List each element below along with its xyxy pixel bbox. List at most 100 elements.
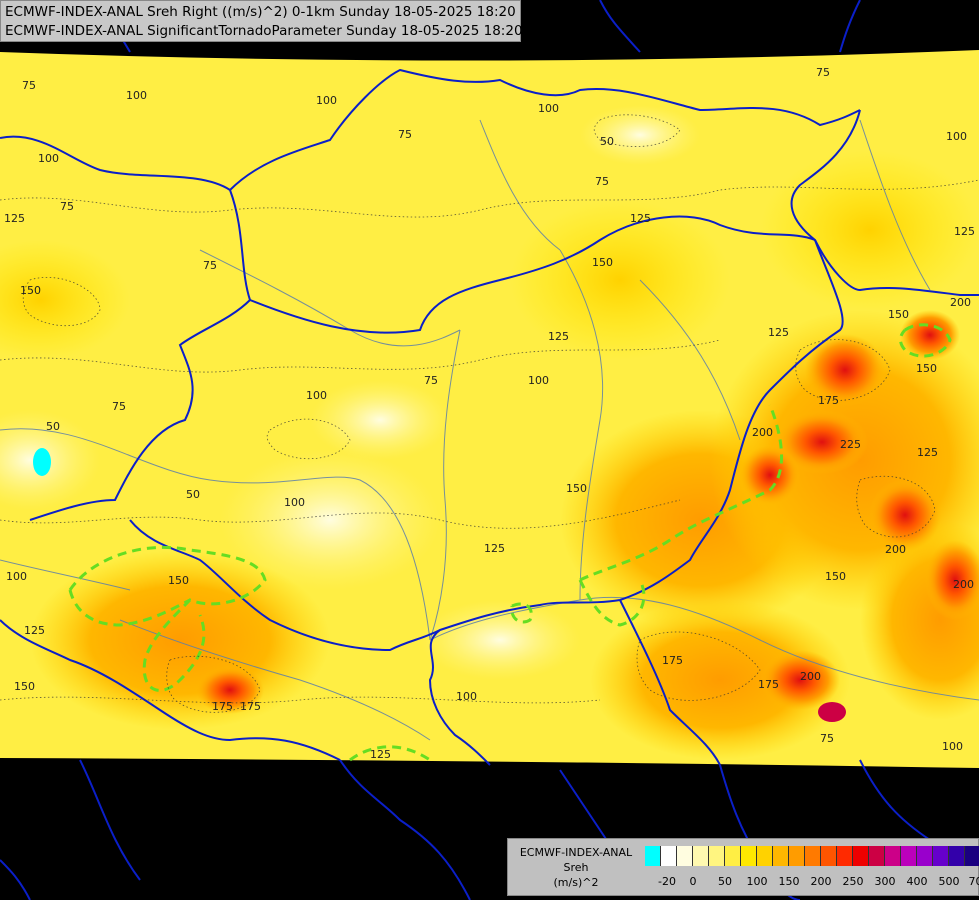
contour-label: 125 xyxy=(768,326,789,339)
contour-label: 175 xyxy=(662,654,683,667)
contour-label: 200 xyxy=(953,578,974,591)
map-title-line-2: ECMWF-INDEX-ANAL SignificantTornadoParam… xyxy=(5,23,523,39)
legend-swatch xyxy=(677,846,693,866)
legend-swatch xyxy=(709,846,725,866)
legend-color-swatches xyxy=(645,846,979,866)
legend-swatch xyxy=(885,846,901,866)
legend-swatch xyxy=(805,846,821,866)
contour-label: 125 xyxy=(24,624,45,637)
legend-tick-labels: -20 0 50 100 150 200 250 300 400 500 700 xyxy=(645,875,979,889)
contour-label: 100 xyxy=(456,690,477,703)
contour-label: 125 xyxy=(484,542,505,555)
legend-swatch xyxy=(965,846,979,866)
contour-label: 100 xyxy=(6,570,27,583)
legend-tick-label: 250 xyxy=(842,875,864,888)
contour-label: 200 xyxy=(800,670,821,683)
contour-label: 125 xyxy=(630,212,651,225)
legend-tick-label: -20 xyxy=(658,875,676,888)
contour-label: 150 xyxy=(916,362,937,375)
legend-swatch xyxy=(693,846,709,866)
legend-tick-label: 150 xyxy=(778,875,800,888)
contour-label: 75 xyxy=(112,400,126,413)
contour-label: 75 xyxy=(203,259,217,272)
river-lines xyxy=(0,119,979,741)
legend-swatch xyxy=(901,846,917,866)
contour-label: 75 xyxy=(22,79,36,92)
legend-tick-label: 700 xyxy=(968,875,979,888)
contour-label: 125 xyxy=(917,446,938,459)
contour-label: 150 xyxy=(20,284,41,297)
contour-label: 100 xyxy=(942,740,963,753)
contour-label: 150 xyxy=(825,570,846,583)
contour-label: 100 xyxy=(306,389,327,402)
legend-tick-label: 300 xyxy=(874,875,896,888)
contour-label: 150 xyxy=(566,482,587,495)
contour-label: 175 xyxy=(212,700,233,713)
legend-swatch xyxy=(837,846,853,866)
contour-label: 125 xyxy=(370,748,391,761)
contour-label: 100 xyxy=(946,130,967,143)
legend-swatch xyxy=(869,846,885,866)
contour-label: 75 xyxy=(60,200,74,213)
contour-label: 100 xyxy=(528,374,549,387)
contour-label: 100 xyxy=(38,152,59,165)
legend-title: ECMWF-INDEX-ANAL Sreh (m/s)^2 xyxy=(510,845,642,890)
legend-tick-label: 500 xyxy=(938,875,960,888)
map-title-line-1: ECMWF-INDEX-ANAL Sreh Right ((m/s)^2) 0-… xyxy=(5,4,516,20)
legend-swatch xyxy=(949,846,965,866)
legend-swatch xyxy=(645,846,661,866)
contour-label: 225 xyxy=(840,438,861,451)
contour-label: 150 xyxy=(888,308,909,321)
contour-label: 125 xyxy=(954,225,975,238)
contour-label: 150 xyxy=(168,574,189,587)
contour-label: 75 xyxy=(424,374,438,387)
contour-label: 100 xyxy=(126,89,147,102)
legend-units: (m/s)^2 xyxy=(553,876,599,889)
legend-swatch xyxy=(789,846,805,866)
contour-label: 175 xyxy=(758,678,779,691)
contour-label: 50 xyxy=(600,135,614,148)
sreh-isolines xyxy=(0,114,979,713)
contour-label: 75 xyxy=(398,128,412,141)
contour-label: 100 xyxy=(284,496,305,509)
stp-contours xyxy=(68,323,952,762)
contour-label: 75 xyxy=(820,732,834,745)
legend-swatch xyxy=(933,846,949,866)
contour-label: 175 xyxy=(240,700,261,713)
contour-label: 150 xyxy=(592,256,613,269)
legend-swatch xyxy=(917,846,933,866)
legend-parameter-name: Sreh xyxy=(563,861,589,874)
contour-label: 200 xyxy=(752,426,773,439)
legend-tick-label: 200 xyxy=(810,875,832,888)
contour-label: 150 xyxy=(14,680,35,693)
map-title-box: ECMWF-INDEX-ANAL Sreh Right ((m/s)^2) 0-… xyxy=(0,0,523,42)
legend-swatch xyxy=(757,846,773,866)
legend-swatch xyxy=(853,846,869,866)
legend-swatch xyxy=(773,846,789,866)
legend-swatch xyxy=(725,846,741,866)
contour-label: 200 xyxy=(950,296,971,309)
contour-label: 175 xyxy=(818,394,839,407)
contour-label: 100 xyxy=(538,102,559,115)
contour-label: 75 xyxy=(816,66,830,79)
contour-label: 50 xyxy=(46,420,60,433)
color-legend: ECMWF-INDEX-ANAL Sreh (m/s)^2 -20 0 50 100 1… xyxy=(507,838,979,896)
contour-label: 125 xyxy=(548,330,569,343)
legend-swatch xyxy=(821,846,837,866)
negative-helicity-spot xyxy=(33,448,51,476)
contour-label: 100 xyxy=(316,94,337,107)
contour-labels: 75 100 75 100 125 75 150 100 75 50 100 7… xyxy=(4,66,975,761)
legend-tick-label: 100 xyxy=(746,875,768,888)
contour-label: 50 xyxy=(186,488,200,501)
legend-tick-label: 0 xyxy=(689,875,697,888)
legend-tick-label: 400 xyxy=(906,875,928,888)
contour-label: 75 xyxy=(595,175,609,188)
legend-swatch xyxy=(741,846,757,866)
legend-swatch xyxy=(661,846,677,866)
contour-label: 125 xyxy=(4,212,25,225)
legend-tick-label: 50 xyxy=(718,875,732,888)
legend-model-name: ECMWF-INDEX-ANAL xyxy=(519,846,633,859)
contour-label: 200 xyxy=(885,543,906,556)
